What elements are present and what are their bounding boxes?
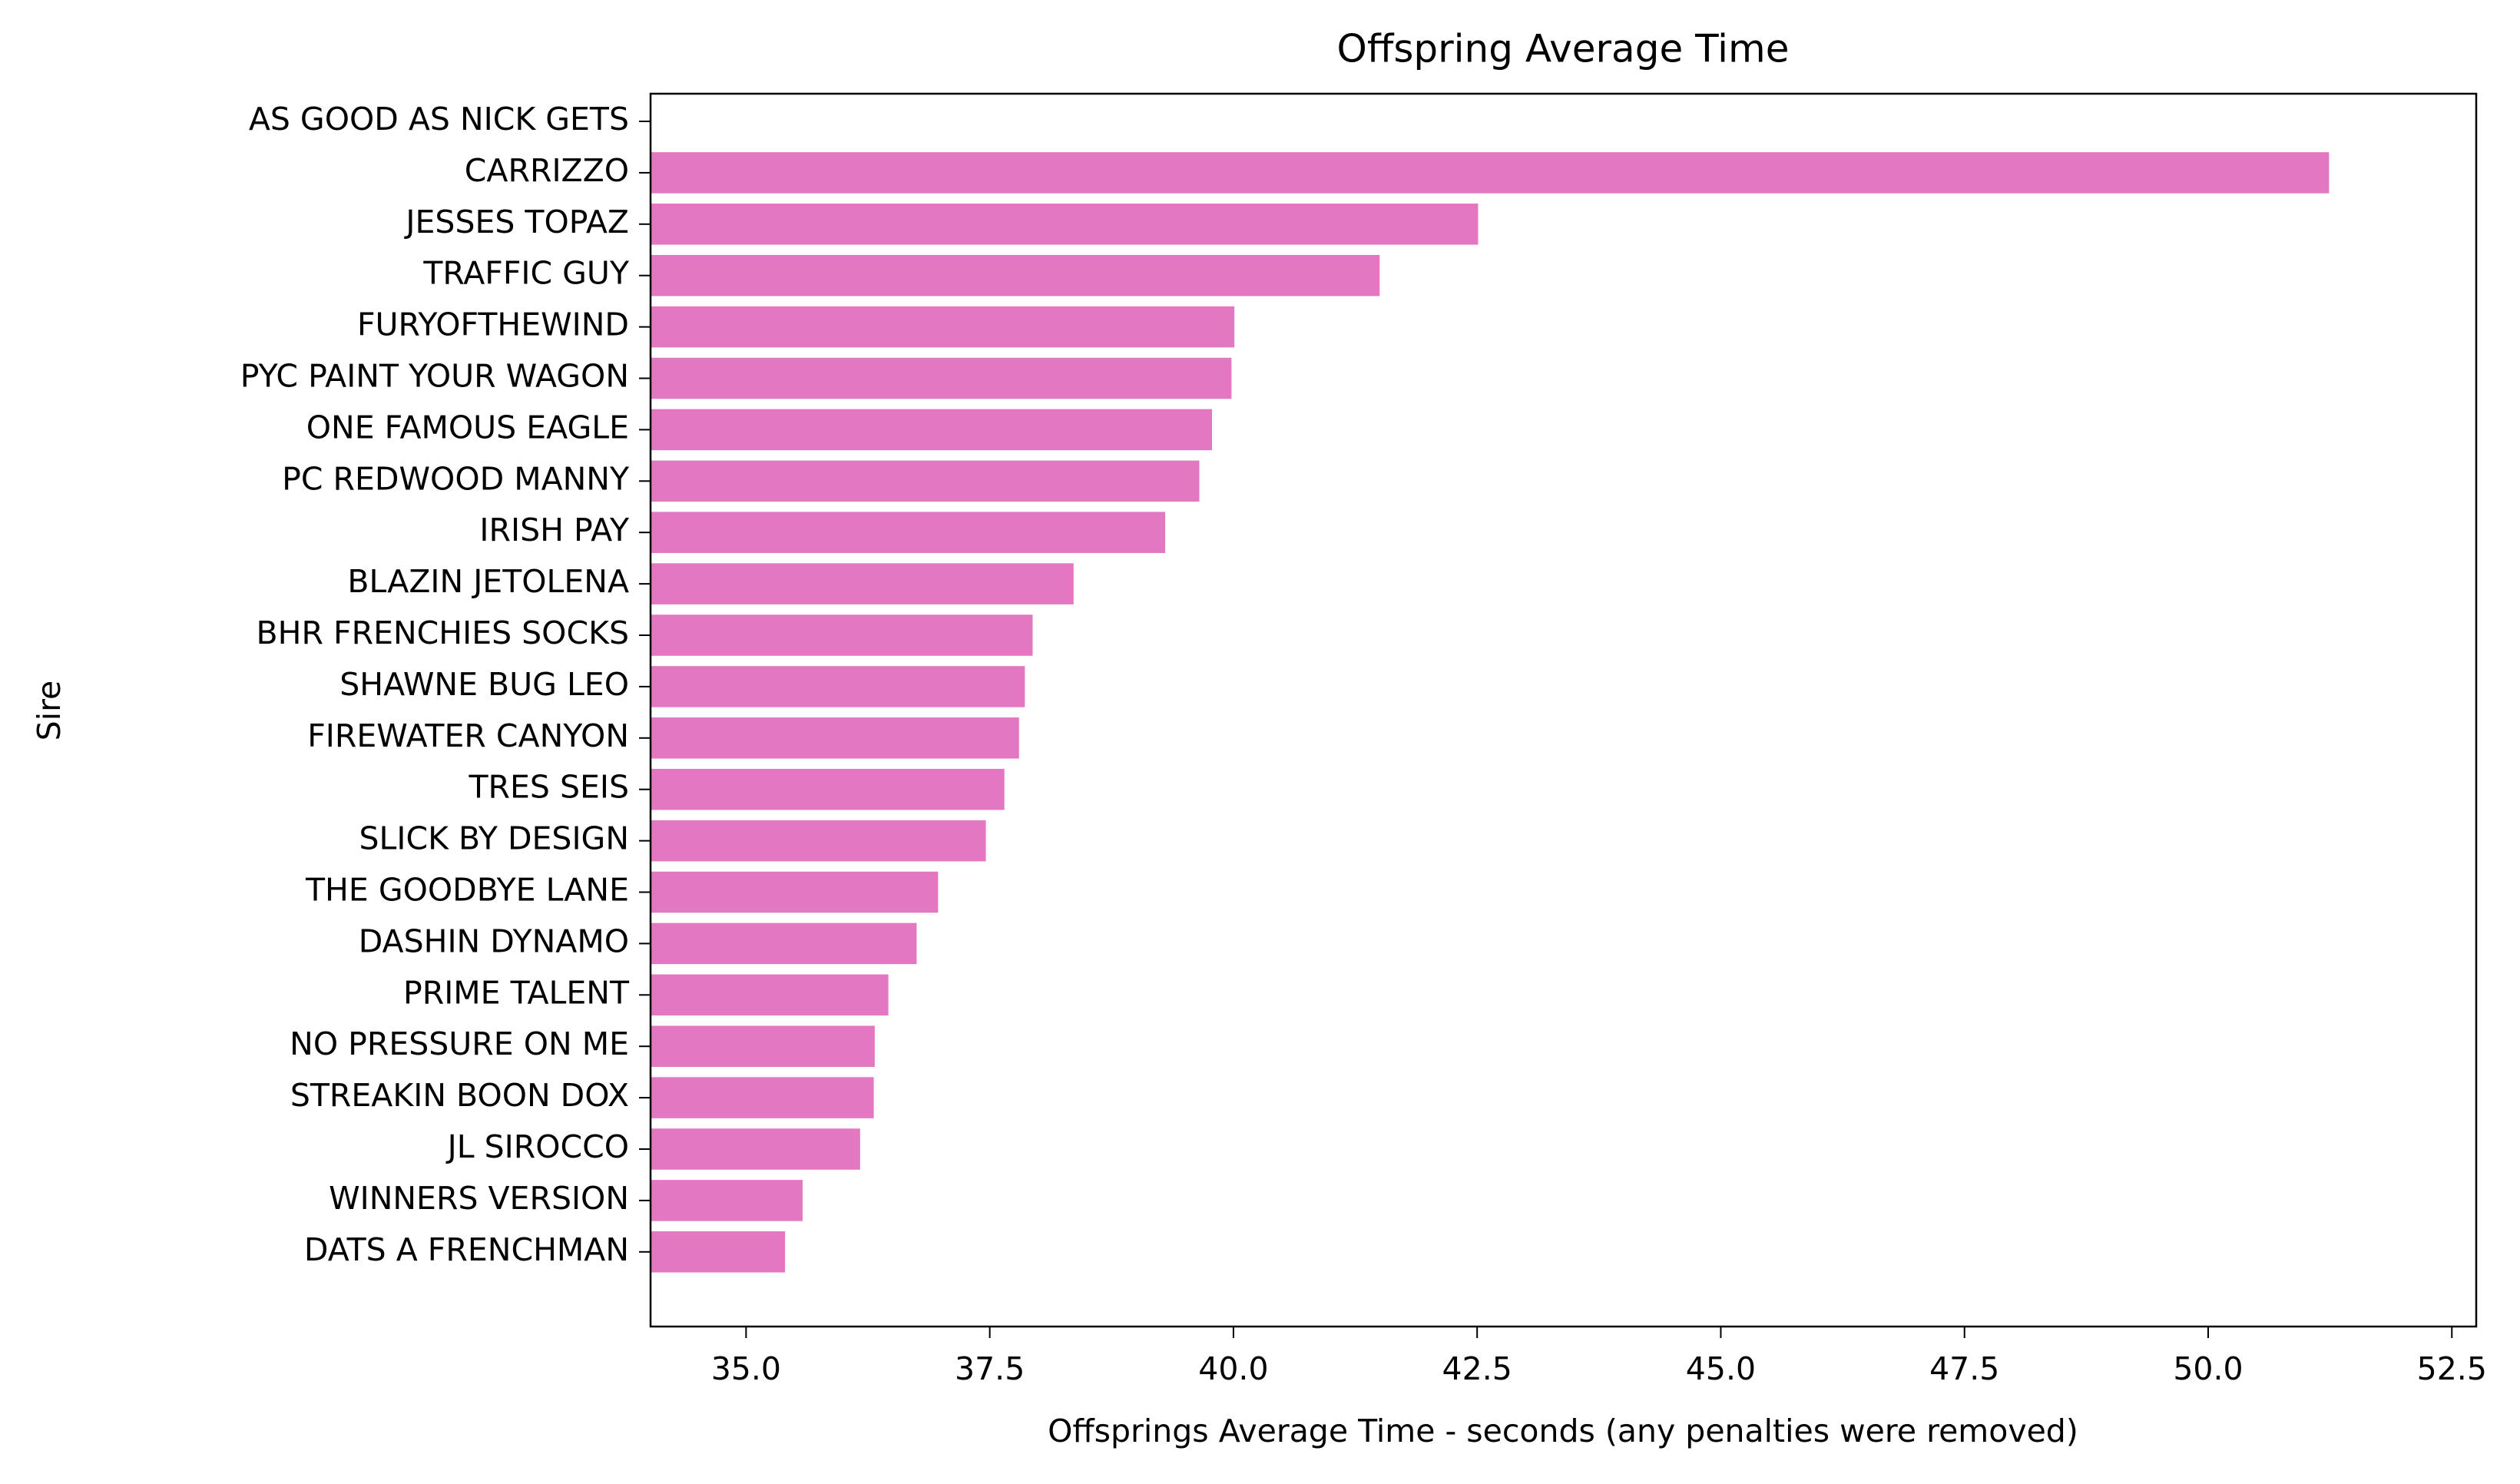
- bar: [651, 923, 917, 965]
- x-tick-label: 35.0: [711, 1350, 781, 1387]
- bar: [651, 717, 1019, 759]
- x-tick-label: 42.5: [1442, 1350, 1512, 1387]
- y-tick-label: JL SIROCCO: [445, 1128, 629, 1165]
- bar: [651, 1077, 874, 1118]
- y-tick-label: PC REDWOOD MANNY: [282, 460, 630, 497]
- y-tick-label: WINNERS VERSION: [329, 1180, 629, 1217]
- y-tick-label: PYC PAINT YOUR WAGON: [240, 358, 629, 395]
- bar: [651, 1180, 803, 1221]
- y-tick-label: TRAFFIC GUY: [422, 255, 630, 292]
- y-tick-label: TRES SEIS: [468, 769, 629, 806]
- y-axis-label: Sire: [31, 681, 68, 741]
- bar: [651, 768, 1005, 810]
- bar: [651, 1025, 875, 1067]
- y-tick-label: STREAKIN BOON DOX: [290, 1077, 629, 1114]
- y-tick-label: FURYOFTHEWIND: [357, 306, 629, 343]
- chart-title: Offspring Average Time: [1337, 27, 1790, 71]
- bar: [651, 512, 1166, 553]
- y-tick-label: NO PRESSURE ON ME: [290, 1025, 629, 1062]
- bar: [651, 1231, 786, 1273]
- y-tick-label: SHAWNE BUG LEO: [339, 666, 629, 703]
- x-tick-label: 40.0: [1198, 1350, 1268, 1387]
- bar: [651, 614, 1033, 656]
- x-tick-label: 52.5: [2417, 1350, 2487, 1387]
- bar: [651, 871, 939, 913]
- y-tick-label: BLAZIN JETOLENA: [347, 563, 629, 600]
- y-tick-label: PRIME TALENT: [403, 974, 630, 1011]
- bar: [651, 152, 2330, 194]
- y-tick-label: DASHIN DYNAMO: [359, 923, 629, 959]
- x-axis-label: Offsprings Average Time - seconds (any p…: [1048, 1413, 2078, 1449]
- bar: [651, 409, 1212, 451]
- y-tick-label: AS GOOD AS NICK GETS: [249, 101, 629, 137]
- y-tick-label: SLICK BY DESIGN: [359, 820, 629, 857]
- bar: [651, 666, 1025, 707]
- x-tick-label: 37.5: [955, 1350, 1025, 1387]
- bar: [651, 563, 1074, 605]
- bar: [651, 204, 1479, 245]
- y-tick-label: ONE FAMOUS EAGLE: [306, 409, 629, 446]
- y-tick-label: FIREWATER CANYON: [307, 717, 629, 754]
- x-tick-label: 45.0: [1686, 1350, 1756, 1387]
- bar: [651, 460, 1200, 502]
- y-tick-label: BHR FRENCHIES SOCKS: [257, 614, 629, 651]
- plot-frame: [649, 92, 2478, 1328]
- bar: [651, 254, 1380, 296]
- bar: [651, 974, 889, 1016]
- bar: [651, 306, 1235, 348]
- y-tick-label: CARRIZZO: [465, 152, 629, 189]
- bar: [651, 357, 1232, 399]
- y-tick-label: THE GOODBYE LANE: [305, 872, 629, 909]
- x-tick-label: 47.5: [1929, 1350, 1999, 1387]
- x-tick-label: 50.0: [2173, 1350, 2243, 1387]
- bar: [651, 820, 986, 862]
- bar: [651, 1128, 860, 1170]
- y-tick-label: DATS A FRENCHMAN: [304, 1231, 629, 1268]
- y-tick-label: IRISH PAY: [479, 512, 630, 548]
- y-tick-label: JESSES TOPAZ: [403, 204, 629, 240]
